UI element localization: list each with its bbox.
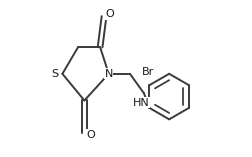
Text: HN: HN xyxy=(133,98,149,108)
Text: O: O xyxy=(86,130,95,140)
Text: S: S xyxy=(51,69,58,79)
Text: Br: Br xyxy=(142,67,154,77)
Text: O: O xyxy=(106,9,114,19)
Text: N: N xyxy=(105,69,113,79)
